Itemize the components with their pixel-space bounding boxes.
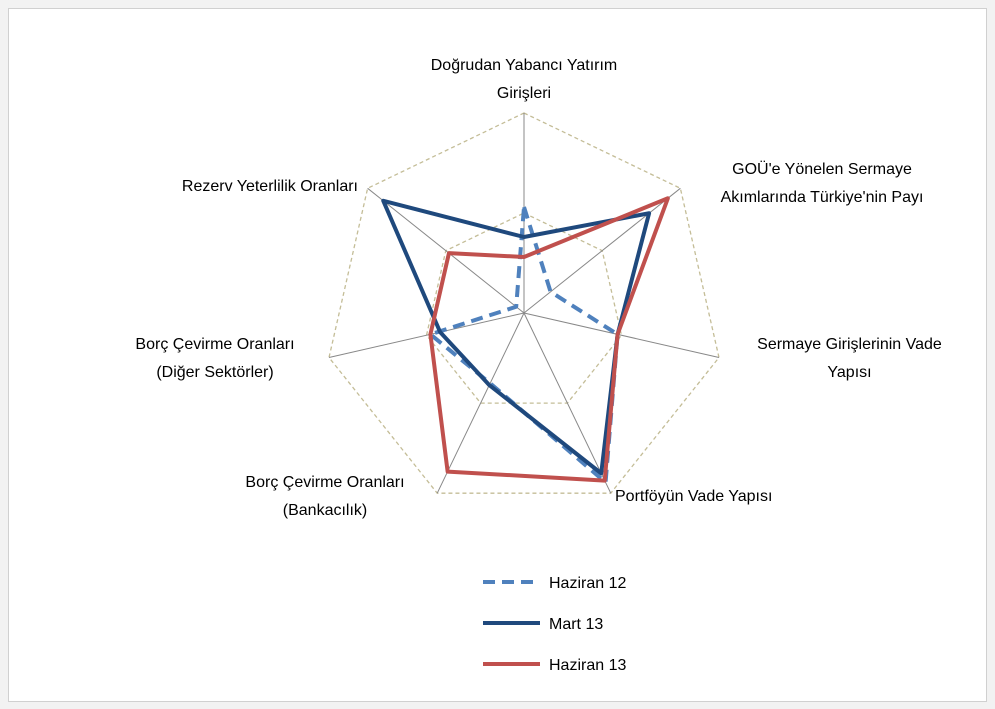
axis-spoke xyxy=(523,312,612,494)
axis-spoke xyxy=(523,187,681,314)
axis-spoke xyxy=(328,312,525,358)
chart-area xyxy=(8,8,987,702)
axis-label: Borç Çevirme Oranları (Bankacılık) xyxy=(245,474,405,519)
series-line xyxy=(428,196,670,483)
axis-label: Sermaye Girişlerinin Vade Yapısı xyxy=(757,336,942,381)
axis-spoke xyxy=(523,312,720,358)
series-line xyxy=(381,198,652,476)
axis-spoke xyxy=(367,187,525,314)
grid-ring xyxy=(425,212,623,404)
axis-label: Portföyün Vade Yapısı xyxy=(615,488,773,505)
series-line xyxy=(428,205,620,485)
legend-label: Haziran 13 xyxy=(549,657,626,674)
axis-label: Borç Çevirme Oranları (Diğer Sektörler) xyxy=(135,336,295,381)
axis-label: GOÜ'e Yönelen Sermaye Akımlarında Türkiy… xyxy=(720,161,924,206)
axis-label: Doğrudan Yabancı Yatırım Girişleri xyxy=(430,57,618,102)
legend-label: Mart 13 xyxy=(549,616,603,633)
legend-label: Haziran 12 xyxy=(549,575,626,592)
axis-label: Rezerv Yeterlilik Oranları xyxy=(181,178,358,195)
axis-spoke xyxy=(436,312,525,494)
